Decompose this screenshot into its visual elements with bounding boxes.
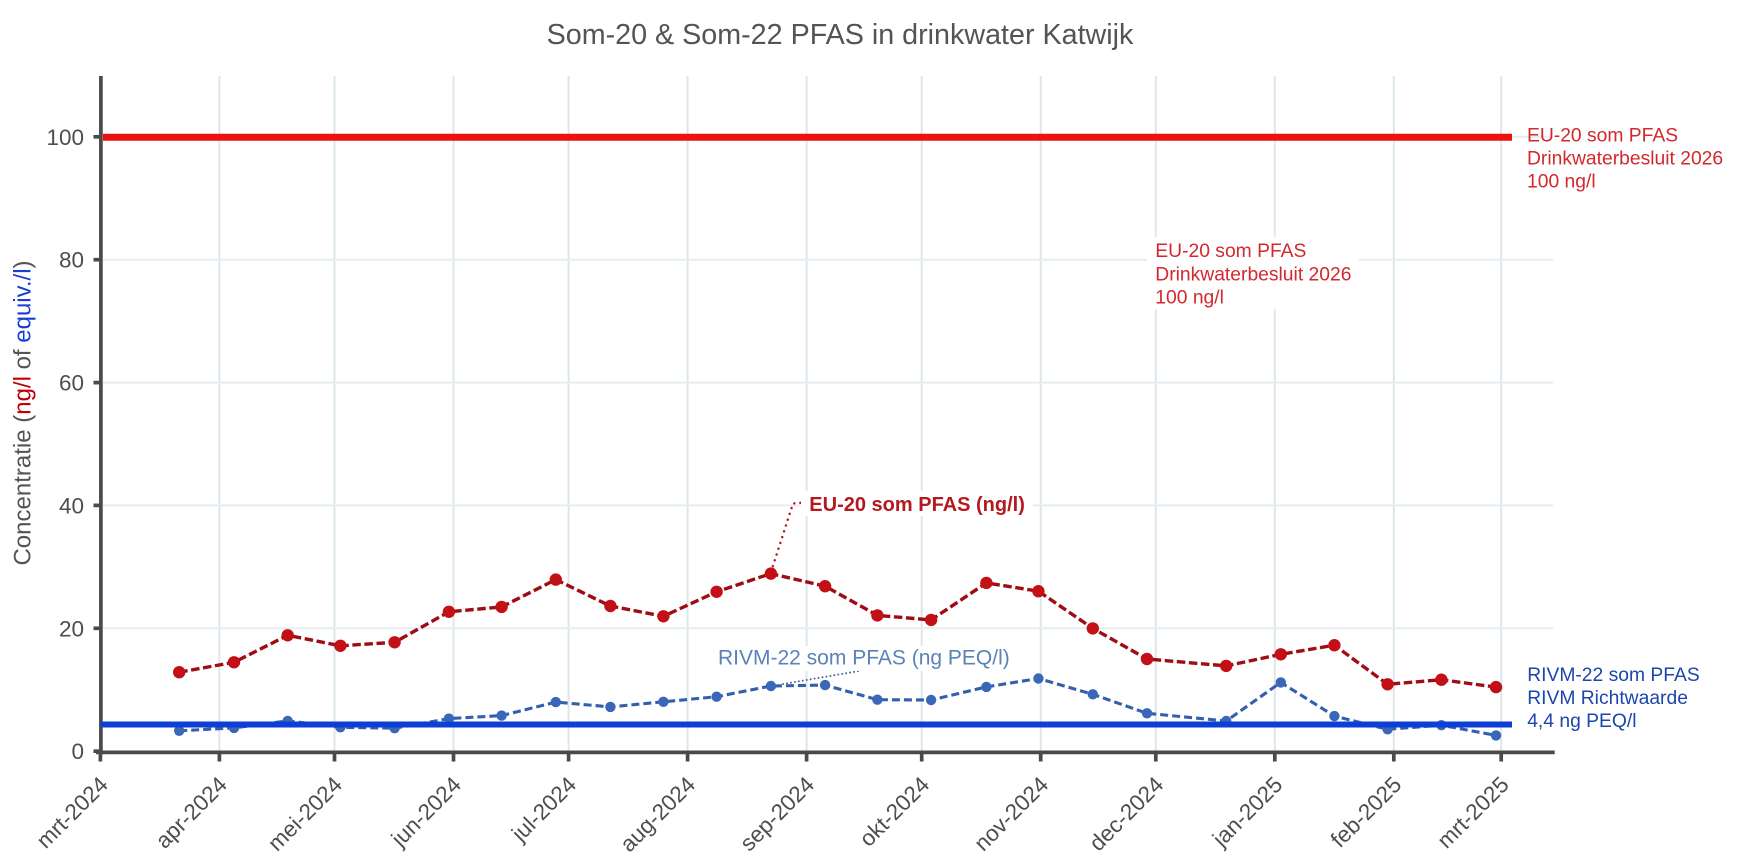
svg-text:Drinkwaterbesluit 2026: Drinkwaterbesluit 2026 <box>1527 149 1723 170</box>
svg-text:Concentratie (ng/l of equiv./l: Concentratie (ng/l of equiv./l) <box>10 260 37 565</box>
svg-text:RIVM-22 som PFAS (ng PEQ/l): RIVM-22 som PFAS (ng PEQ/l) <box>718 647 1010 670</box>
svg-text:EU-20 som PFAS (ng/l): EU-20 som PFAS (ng/l) <box>809 494 1025 516</box>
svg-text:4,4 ng PEQ/l: 4,4 ng PEQ/l <box>1527 711 1636 732</box>
svg-text:40: 40 <box>59 493 84 518</box>
svg-text:EU-20 som PFAS: EU-20 som PFAS <box>1527 125 1678 146</box>
svg-text:60: 60 <box>59 371 84 396</box>
svg-text:RIVM Richtwaarde: RIVM Richtwaarde <box>1527 688 1688 709</box>
svg-text:100: 100 <box>46 125 84 150</box>
svg-text:0: 0 <box>71 739 84 764</box>
svg-text:Drinkwaterbesluit 2026: Drinkwaterbesluit 2026 <box>1155 264 1351 285</box>
svg-text:100 ng/l: 100 ng/l <box>1155 288 1224 309</box>
svg-text:80: 80 <box>59 248 84 273</box>
svg-text:EU-20 som PFAS: EU-20 som PFAS <box>1155 241 1306 262</box>
svg-text:100 ng/l: 100 ng/l <box>1527 172 1596 193</box>
svg-text:RIVM-22 som PFAS: RIVM-22 som PFAS <box>1527 665 1700 686</box>
svg-text:Som-20 & Som-22 PFAS in drinkw: Som-20 & Som-22 PFAS in drinkwater Katwi… <box>547 19 1134 51</box>
svg-text:20: 20 <box>59 616 84 641</box>
